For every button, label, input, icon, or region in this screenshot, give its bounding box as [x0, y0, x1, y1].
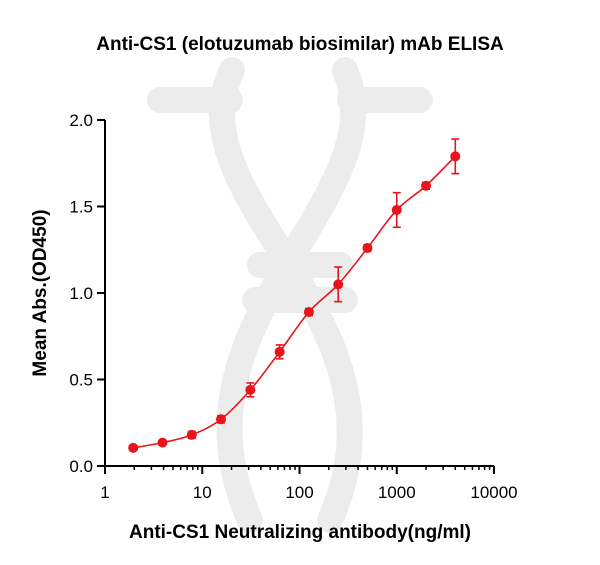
data-point: [157, 437, 168, 448]
x-tick-label: 10000: [470, 483, 517, 502]
x-axis-ticks: 1 10 100 1000 10000: [100, 466, 518, 502]
data-point: [245, 384, 256, 395]
y-axis-label: Mean Abs.(OD450): [30, 209, 51, 376]
data-point: [216, 414, 227, 425]
x-tick-label: 10: [193, 483, 212, 502]
x-tick-label: 1000: [378, 483, 416, 502]
data-point: [303, 307, 314, 318]
watermark-logo: [147, 57, 433, 533]
y-tick-label: 0.0: [69, 457, 93, 476]
data-points: [128, 151, 461, 453]
x-axis-label: Anti-CS1 Neutralizing antibody(ng/ml): [129, 522, 471, 543]
data-point: [362, 243, 373, 254]
y-tick-label: 1.0: [69, 284, 93, 303]
data-point: [274, 346, 285, 357]
y-tick-label: 1.5: [69, 198, 93, 217]
y-axis-ticks: 0.0 0.5 1.0 1.5 2.0: [69, 111, 105, 476]
data-point: [421, 180, 432, 191]
x-tick-label: 1: [100, 483, 109, 502]
data-point: [186, 429, 197, 440]
data-point: [128, 442, 139, 453]
y-tick-label: 2.0: [69, 111, 93, 130]
data-point: [333, 279, 344, 290]
data-point: [391, 204, 402, 215]
x-tick-label: 100: [285, 483, 313, 502]
y-tick-label: 0.5: [69, 371, 93, 390]
plot-area: 0.0 0.5 1.0 1.5 2.0 1 10 100 1000 10000: [69, 111, 517, 502]
data-point: [450, 151, 461, 162]
chart-title: Anti-CS1 (elotuzumab biosimilar) mAb ELI…: [96, 34, 504, 55]
